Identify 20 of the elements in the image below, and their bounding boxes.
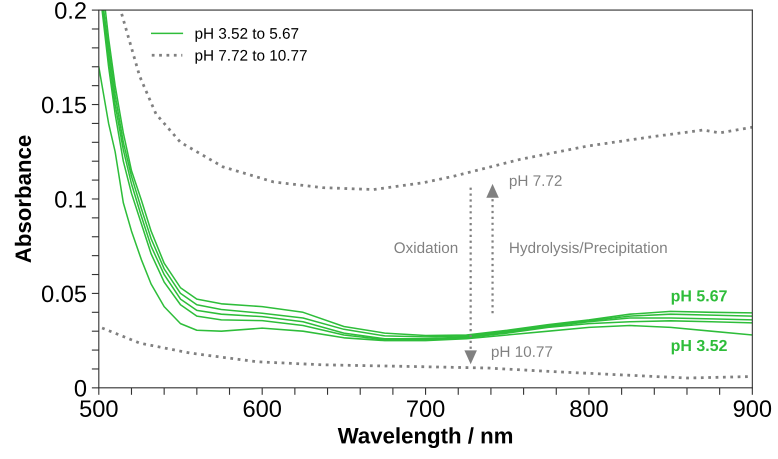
y-tick-label: 0.2 <box>55 2 86 19</box>
y-axis-title: Absorbance <box>14 136 32 263</box>
annotation: pH 7.72 <box>510 175 562 190</box>
annotation: pH 5.67 <box>672 290 727 305</box>
x-tick-label: 800 <box>570 400 608 418</box>
annotation: Oxidation <box>394 242 458 254</box>
x-tick-label: 600 <box>244 400 281 418</box>
x-tick-label: 500 <box>80 400 118 418</box>
annotation: Hydrolysis/Precipitation <box>510 242 667 256</box>
y-tick-label: 0.05 <box>42 285 86 302</box>
annotation: pH 3.52 <box>672 340 727 354</box>
x-tick-label: 700 <box>407 400 444 418</box>
legend-label: pH 7.72 to 10.77 <box>196 50 307 64</box>
y-tick-label: 0 <box>74 380 86 397</box>
annotation: pH 10.77 <box>492 346 552 360</box>
y-tick-label: 0.1 <box>55 191 86 208</box>
y-tick-label: 0.15 <box>42 96 86 114</box>
x-tick-label: 900 <box>734 400 772 418</box>
x-axis-title: Wavelength / nm <box>338 427 512 448</box>
legend-label: pH 3.52 to 5.67 <box>196 28 298 42</box>
